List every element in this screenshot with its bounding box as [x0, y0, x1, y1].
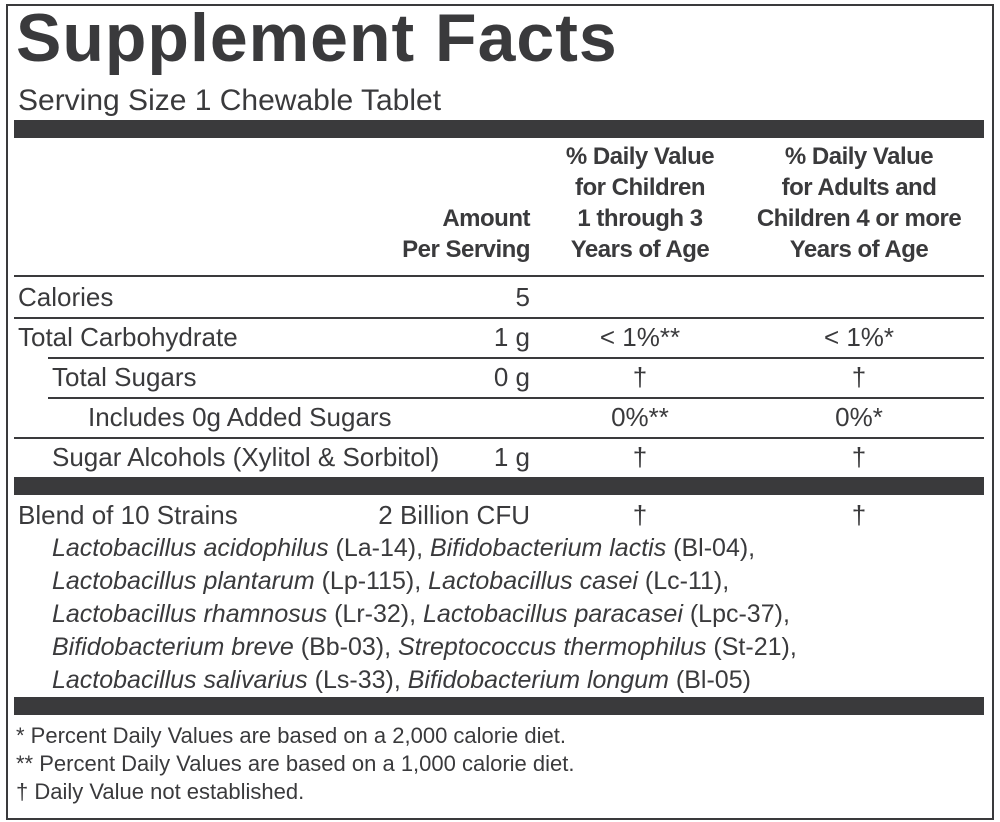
dv-children: †	[632, 500, 648, 530]
column-header: 1 through 3	[577, 205, 703, 232]
nutrient-name: Total Sugars	[52, 362, 197, 392]
serving-size: Serving Size 1 Chewable Tablet	[18, 84, 442, 117]
column-header: % Daily Value	[784, 143, 934, 170]
dv-children: < 1%**	[599, 322, 681, 352]
amount: 1 g	[493, 322, 530, 352]
strain-name: Streptococcus thermophilus	[398, 633, 707, 661]
strain-name: Bifidobacterium lactis	[430, 534, 667, 562]
amount: 2 Billion CFU	[378, 500, 530, 530]
strain-code: (St-21),	[706, 633, 797, 661]
column-header: Amount	[442, 205, 530, 232]
strain-code: (Lr-32),	[327, 600, 424, 628]
strain-name: Bifidobacterium breve	[52, 633, 294, 661]
column-header: Children 4 or more	[756, 205, 962, 232]
frame	[6, 4, 994, 820]
strain-line: Lactobacillus acidophilus (La-14), Bifid…	[52, 533, 755, 563]
rule	[14, 275, 984, 277]
dv-adults: < 1%*	[823, 322, 895, 352]
column-header: Years of Age	[789, 236, 929, 263]
rule	[14, 317, 984, 319]
nutrient-name: Total Carbohydrate	[18, 322, 238, 352]
dv-children: †	[632, 362, 648, 392]
strain-name: Lactobacillus paracasei	[423, 600, 683, 628]
strain-name: Lactobacillus plantarum	[52, 567, 315, 595]
strain-line: Lactobacillus plantarum (Lp-115), Lactob…	[52, 566, 729, 596]
strain-line: Lactobacillus rhamnosus (Lr-32), Lactoba…	[52, 599, 790, 629]
dv-adults: †	[851, 442, 867, 472]
rule	[14, 437, 984, 439]
rule	[48, 397, 984, 399]
nutrient-name: Calories	[18, 282, 114, 312]
column-header: Per Serving	[402, 236, 530, 263]
strain-name: Lactobacillus casei	[428, 567, 638, 595]
amount: 5	[515, 282, 530, 312]
column-header: for Children	[575, 174, 706, 201]
dv-children: 0%**	[611, 402, 669, 432]
strain-code: (Bl-05)	[668, 666, 751, 694]
footnote: † Daily Value not established.	[16, 779, 305, 804]
strain-line: Lactobacillus salivarius (Ls-33), Bifido…	[52, 665, 751, 695]
strain-line: Bifidobacterium breve (Bb-03), Streptoco…	[52, 632, 797, 662]
column-header: Years of Age	[570, 236, 710, 263]
strain-name: Lactobacillus acidophilus	[52, 534, 329, 562]
strain-code: (Lp-115),	[314, 567, 429, 595]
dv-adults: †	[851, 500, 867, 530]
strain-code: (Lpc-37),	[682, 600, 790, 628]
dv-adults: 0%*	[835, 402, 883, 432]
column-header: % Daily Value	[565, 143, 715, 170]
nutrient-name: Sugar Alcohols (Xylitol & Sorbitol)	[52, 442, 440, 472]
strain-name: Lactobacillus rhamnosus	[52, 600, 328, 628]
strain-name: Bifidobacterium longum	[407, 666, 669, 694]
title: Supplement Facts	[16, 0, 618, 76]
strain-code: (Bl-04),	[666, 534, 756, 562]
bar	[14, 120, 984, 138]
strain-code: (Ls-33),	[307, 666, 408, 694]
column-header: for Adults and	[781, 174, 937, 201]
amount: 0 g	[493, 362, 530, 392]
blend-name: Blend of 10 Strains	[18, 500, 238, 530]
bar	[14, 697, 984, 715]
strain-code: (La-14),	[328, 534, 430, 562]
dv-children: †	[632, 442, 648, 472]
strain-name: Lactobacillus salivarius	[52, 666, 308, 694]
strain-code: (Lc-11),	[637, 567, 730, 595]
amount: 1 g	[493, 442, 530, 472]
dv-adults: †	[851, 362, 867, 392]
nutrient-name: Includes 0g Added Sugars	[88, 402, 392, 432]
rule	[48, 357, 984, 359]
bar	[14, 477, 984, 495]
footnote: * Percent Daily Values are based on a 2,…	[16, 723, 566, 748]
footnote: ** Percent Daily Values are based on a 1…	[16, 751, 575, 776]
strain-code: (Bb-03),	[293, 633, 398, 661]
